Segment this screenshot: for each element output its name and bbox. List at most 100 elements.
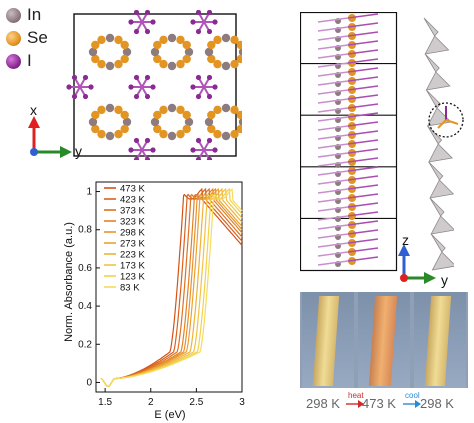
polyhedron-7 xyxy=(428,143,454,163)
atom-3 xyxy=(105,61,115,71)
temp-label-end: 298 K xyxy=(420,396,454,411)
atom-42 xyxy=(150,117,160,127)
atom-9 xyxy=(105,33,115,43)
chain-bond-106 xyxy=(347,247,379,253)
chain-bond-10 xyxy=(347,31,379,37)
atom-111 xyxy=(206,28,213,35)
polyhedron-3 xyxy=(425,71,451,91)
atom-123 xyxy=(144,156,151,160)
chain-bond-107 xyxy=(317,251,349,257)
temp-label-start: 298 K xyxy=(306,396,340,411)
atom-36 xyxy=(184,117,194,127)
atom-141 xyxy=(195,137,202,144)
legend-label-3: 323 K xyxy=(120,217,145,228)
atom-56 xyxy=(213,35,222,45)
atom-81 xyxy=(133,74,140,81)
crystal-structure-xy-view xyxy=(66,10,242,160)
atom-29 xyxy=(91,124,100,134)
crystal-photo-strip xyxy=(300,292,468,388)
chain-bond-74 xyxy=(347,175,379,181)
atom-70 xyxy=(230,105,239,115)
legend-i-label: I xyxy=(27,51,32,70)
chain-bond-78 xyxy=(347,184,379,190)
polyhedron-6 xyxy=(427,125,443,145)
chain-bond-102 xyxy=(347,238,379,244)
chain-bond-58 xyxy=(347,139,379,145)
y-axis-label: y xyxy=(75,143,82,159)
legend-label-7: 173 K xyxy=(120,261,145,272)
chain-bond-99 xyxy=(317,233,349,239)
atom-54 xyxy=(204,47,214,57)
polyhedron-1 xyxy=(424,35,450,55)
atom-41 xyxy=(153,124,162,134)
atom-37 xyxy=(182,124,191,134)
chain-bond-98 xyxy=(347,229,379,235)
chain-bond-39 xyxy=(317,98,349,104)
atom-47 xyxy=(182,110,191,120)
chart-ylabel: Norm. Absorbance (a.u.) xyxy=(63,222,75,342)
chain-bond-18 xyxy=(347,49,379,55)
y-tick-label-1: 0.2 xyxy=(78,339,92,350)
chain-bond-19 xyxy=(317,53,349,59)
atom-45 xyxy=(167,103,177,113)
x-tick-label-3: 3 xyxy=(239,397,245,408)
atom-66 xyxy=(204,117,214,127)
plot-frame xyxy=(95,181,243,393)
atom-151 xyxy=(66,84,72,90)
chain-bond-46 xyxy=(347,112,379,118)
chain-bond-71 xyxy=(317,170,349,176)
atom-48 xyxy=(238,47,242,57)
chain-bond-55 xyxy=(317,134,349,140)
chain-bond-62 xyxy=(347,148,379,154)
legend-label-0: 473 K xyxy=(120,184,145,195)
chain-bond-34 xyxy=(347,85,379,91)
chain-bond-66 xyxy=(347,157,379,163)
chain-bond-2 xyxy=(347,13,379,19)
atom-46 xyxy=(176,105,185,115)
photo-298k-after xyxy=(414,292,466,388)
chain-bond-27 xyxy=(317,71,349,77)
chain-bond-30 xyxy=(347,76,379,82)
atom-85 xyxy=(212,84,218,90)
chain-bond-94 xyxy=(347,220,379,226)
atom-10 xyxy=(114,35,123,45)
atom-23 xyxy=(182,40,191,50)
atom-62 xyxy=(230,129,239,139)
atom-49 xyxy=(236,54,242,64)
series-line-9 xyxy=(100,187,243,387)
chain-bond-90 xyxy=(347,211,379,217)
atom-155 xyxy=(82,74,89,81)
atom-7 xyxy=(91,40,100,50)
atom-145 xyxy=(88,84,94,90)
legend-label-9: 83 K xyxy=(120,283,140,294)
legend-label-2: 373 K xyxy=(120,206,145,217)
atom-5 xyxy=(91,54,100,64)
chain-bond-87 xyxy=(317,206,349,212)
chain-bond-59 xyxy=(317,143,349,149)
chain-bond-35 xyxy=(317,89,349,95)
atom-60 xyxy=(238,117,242,127)
atom-129 xyxy=(133,137,140,144)
heat-arrow-icon xyxy=(346,400,364,408)
atom-24 xyxy=(122,117,132,127)
atom-30 xyxy=(88,117,98,127)
chain-bond-67 xyxy=(317,161,349,167)
atom-63 xyxy=(221,131,231,141)
chain-bond-75 xyxy=(317,179,349,185)
chain-bond-42 xyxy=(347,103,379,109)
atom-33 xyxy=(105,103,115,113)
atom-58 xyxy=(230,35,239,45)
atom-117 xyxy=(195,10,202,16)
xy-axis-triad xyxy=(28,116,72,158)
atom-35 xyxy=(120,110,129,120)
chain-bond-43 xyxy=(317,107,349,113)
x-tick-label-2: 2.5 xyxy=(189,397,203,408)
atom-13 xyxy=(182,54,191,64)
atom-19 xyxy=(153,40,162,50)
atom-28 xyxy=(97,129,106,139)
polyhedron-0 xyxy=(423,17,439,37)
atom-109 xyxy=(212,19,218,25)
atom-39 xyxy=(167,131,177,141)
chain-bond-7 xyxy=(317,26,349,32)
atom-40 xyxy=(159,129,168,139)
